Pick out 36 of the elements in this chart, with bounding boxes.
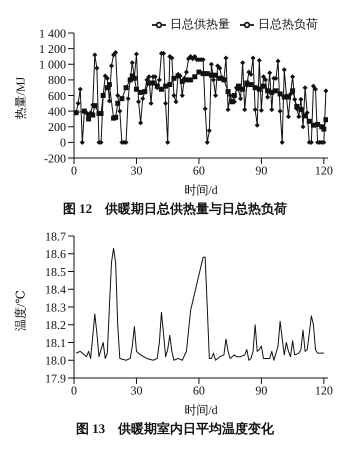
x-tick-label: 30 [130, 384, 142, 398]
y-axis-title: 温度/℃ [13, 290, 28, 331]
text: 图 12 供暖期日总供热量与日总热负荷 [62, 200, 288, 218]
x-tick-label: 90 [255, 384, 268, 398]
y-tick-label: 18.6 [45, 247, 66, 262]
x-axis-title: 时间/d [184, 403, 218, 417]
y-tick-label: 600 [48, 88, 66, 103]
y-axis-title: 热量/MJ [13, 76, 28, 120]
y-tick-label: 18.1 [45, 336, 66, 350]
y-tick-label: 1 400 [39, 26, 66, 40]
text: 图 13 供暖期室内日平均温度变化 [74, 420, 276, 438]
y-tick-label: 17.9 [45, 371, 66, 386]
y-tick-label: 18.7 [45, 229, 66, 244]
y-tick-label: 18.4 [45, 282, 66, 297]
x-tick-label: 30 [130, 164, 142, 178]
x-tick-label: 120 [314, 384, 333, 398]
x-tick-label: 120 [314, 164, 333, 178]
x-tick-label: 60 [192, 164, 205, 178]
legend-label: 日总热负荷 [258, 17, 318, 31]
y-tick-label: 200 [48, 120, 66, 134]
y-tick-label: 18.0 [45, 354, 66, 368]
y-tick-label: 1 200 [39, 42, 66, 56]
x-axis-title: 时间/d [184, 183, 218, 197]
legend-label: 日总供热量 [170, 17, 230, 31]
y-tick-label: 18.5 [45, 264, 66, 279]
x-tick-label: 90 [255, 164, 268, 178]
y-tick-label: 400 [48, 104, 66, 118]
y-tick-label: 18.3 [45, 300, 66, 314]
x-tick-label: 0 [71, 384, 77, 398]
y-tick-label: 800 [48, 73, 66, 88]
y-tick-label: 18.2 [45, 318, 66, 332]
x-tick-label: 60 [192, 384, 205, 398]
y-tick-label: 0 [60, 136, 66, 150]
y-tick-label: -200 [44, 151, 66, 166]
x-tick-label: 0 [71, 164, 77, 178]
y-tick-label: 1 000 [39, 58, 66, 72]
